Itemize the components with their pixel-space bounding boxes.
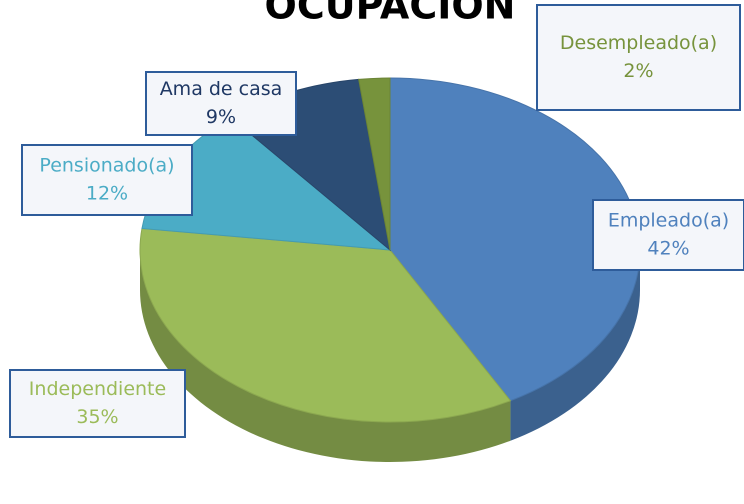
data-label: Pensionado(a) 12% <box>21 144 193 216</box>
category-label: Empleado(a) <box>608 210 729 232</box>
category-label: Desempleado(a) <box>560 32 717 54</box>
category-label: Independiente <box>29 378 166 400</box>
data-label: Desempleado(a) 2% <box>536 4 741 111</box>
chart-title: OCUPACION <box>265 0 516 28</box>
label-box <box>536 4 741 111</box>
label-box <box>9 369 186 438</box>
slice-side <box>140 250 511 463</box>
value-label: 2% <box>623 60 653 82</box>
category-label: Ama de casa <box>160 78 283 100</box>
value-label: 12% <box>86 183 128 205</box>
value-label: 42% <box>647 238 689 260</box>
value-label: 9% <box>206 106 236 128</box>
label-box <box>145 71 297 136</box>
value-label: 35% <box>76 406 118 428</box>
label-box <box>21 144 193 216</box>
data-label: Ama de casa 9% <box>145 71 297 136</box>
label-box <box>592 199 744 271</box>
data-label: Independiente 35% <box>9 369 186 438</box>
slice <box>139 227 512 423</box>
data-label: Empleado(a) 42% <box>592 199 744 271</box>
category-label: Pensionado(a) <box>39 155 174 177</box>
slice <box>358 77 391 251</box>
slice-side <box>510 250 640 441</box>
